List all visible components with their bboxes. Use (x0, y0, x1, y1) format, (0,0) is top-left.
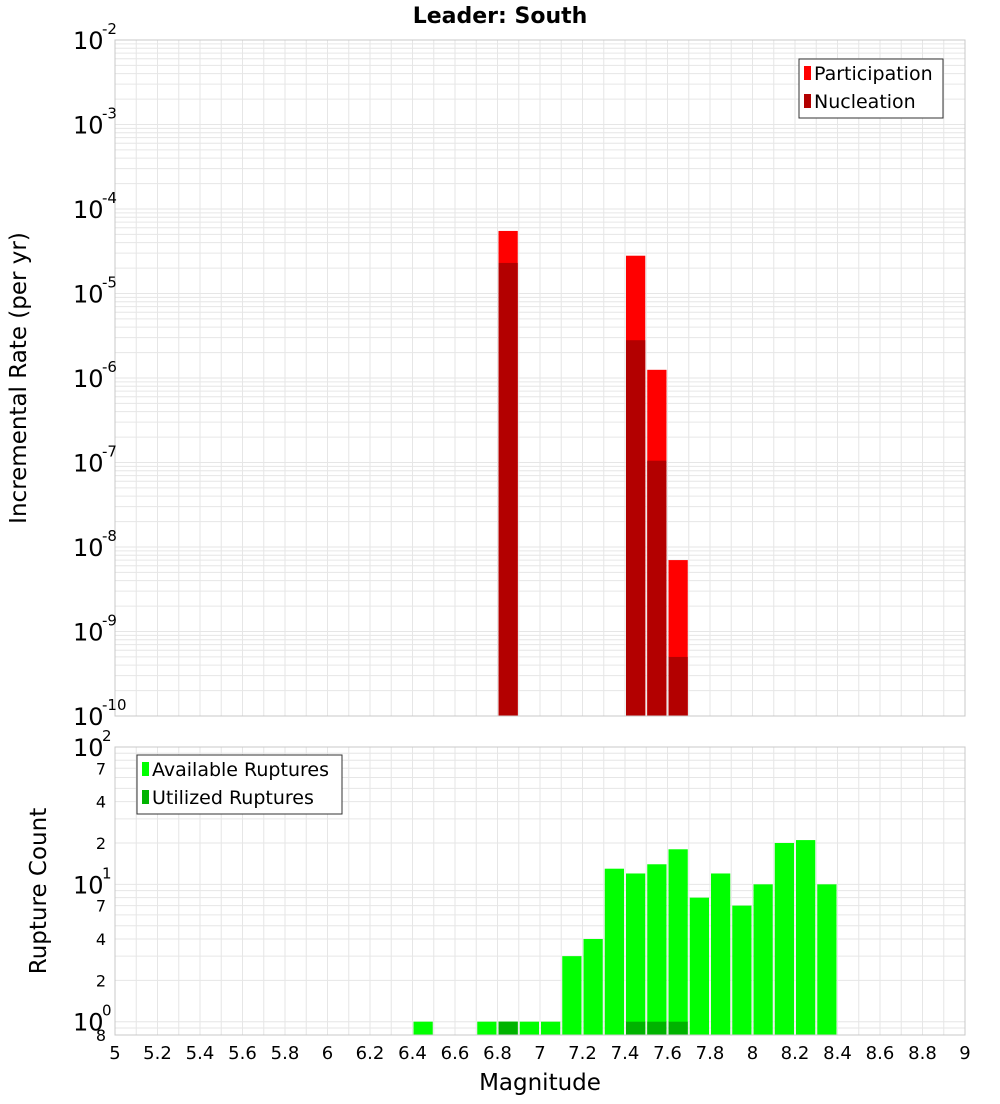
x-tick-label: 5 (109, 1043, 120, 1064)
y-tick-label: 10 (73, 365, 104, 393)
y-tick-label: 10 (73, 27, 104, 55)
y-tick-exponent: 1 (102, 864, 112, 882)
y-tick-exponent: 2 (102, 727, 112, 745)
plot-frame-rates (114, 39, 966, 717)
x-tick-label: 6.2 (356, 1043, 385, 1064)
x-tick-label: 5.8 (271, 1043, 300, 1064)
x-tick-label: 8.8 (908, 1043, 937, 1064)
y-minor-tick-label: 7 (96, 897, 106, 916)
bar-counts-primary (604, 868, 624, 1035)
x-tick-label: 8 (747, 1043, 758, 1064)
legend-swatch (804, 94, 811, 108)
y-tick-exponent: 0 (102, 1002, 112, 1020)
legend-label: Available Ruptures (152, 759, 329, 781)
bar-counts-primary (668, 849, 688, 1035)
bar-counts-primary (647, 864, 667, 1035)
legend-swatch (804, 66, 811, 80)
x-tick-label: 6.4 (398, 1043, 427, 1064)
y-tick-label: 10 (73, 734, 104, 762)
y-tick-label: 10 (73, 450, 104, 478)
y-minor-tick-label: 4 (96, 793, 106, 812)
x-tick-label: 6.6 (441, 1043, 470, 1064)
x-tick-label: 5.6 (228, 1043, 257, 1064)
x-tick-label: 8.6 (866, 1043, 895, 1064)
y-tick-label: 10 (73, 619, 104, 647)
bar-counts-primary (689, 897, 709, 1035)
x-tick-label: 5.4 (186, 1043, 215, 1064)
y-minor-tick-label: 2 (96, 971, 106, 990)
x-tick-label: 7 (534, 1043, 545, 1064)
bar-counts-secondary (626, 1021, 646, 1035)
y-axis-label: Incremental Rate (per yr) (6, 232, 32, 524)
x-tick-label: 7.6 (653, 1043, 682, 1064)
x-tick-label: 7.2 (568, 1043, 597, 1064)
legend-swatch (142, 762, 149, 776)
y-axis-label: Rupture Count (26, 808, 52, 974)
bar-counts-primary (732, 905, 752, 1035)
bar-counts-primary (519, 1021, 539, 1035)
x-tick-label: 9 (959, 1043, 970, 1064)
y-tick-label: 10 (73, 1009, 104, 1037)
y-tick-exponent: -5 (102, 274, 117, 292)
legend-swatch (142, 790, 149, 804)
y-tick-exponent: -6 (102, 358, 117, 376)
bar-counts-secondary (498, 1021, 518, 1035)
y-tick-exponent: -9 (102, 612, 117, 630)
bar-rates-secondary (668, 656, 688, 716)
y-tick-exponent: -10 (102, 696, 127, 714)
y-tick-exponent: -4 (102, 189, 117, 207)
bar-counts-primary (413, 1021, 433, 1035)
bar-counts-primary (477, 1021, 497, 1035)
bar-counts-secondary (668, 1021, 688, 1035)
y-tick-label: 10 (73, 703, 104, 731)
x-tick-label: 7.4 (611, 1043, 640, 1064)
y-tick-exponent: -2 (102, 20, 117, 38)
y-tick-exponent: -7 (102, 443, 117, 461)
bar-rates-secondary (626, 340, 646, 716)
x-tick-label: 6 (322, 1043, 333, 1064)
y-tick-exponent: -3 (102, 105, 117, 123)
y-tick-label: 10 (73, 534, 104, 562)
bar-counts-secondary (647, 1021, 667, 1035)
x-tick-label: 7.8 (696, 1043, 725, 1064)
legend-box (798, 58, 944, 119)
y-minor-tick-label: 2 (96, 834, 106, 853)
x-tick-label: 8.4 (823, 1043, 852, 1064)
y-minor-tick-label: 7 (96, 759, 106, 778)
legend-label: Nucleation (814, 91, 916, 113)
chart-title: Leader: South (413, 4, 588, 29)
y-tick-label: 10 (73, 196, 104, 224)
bar-counts-primary (711, 873, 731, 1035)
y-tick-label: 10 (73, 871, 104, 899)
x-axis-label: Magnitude (479, 1070, 601, 1096)
bar-rates-secondary (498, 262, 518, 716)
y-tick-exponent: -8 (102, 527, 117, 545)
bar-counts-primary (817, 884, 837, 1035)
bar-counts-primary (626, 873, 646, 1035)
legend-label: Utilized Ruptures (152, 787, 314, 809)
y-minor-tick-label: 8 (96, 1026, 106, 1045)
x-tick-label: 8.2 (781, 1043, 810, 1064)
bar-counts-primary (541, 1021, 561, 1035)
legend-box (136, 754, 343, 815)
bar-counts-primary (562, 956, 582, 1035)
bar-rates-secondary (647, 460, 667, 716)
x-tick-label: 6.8 (483, 1043, 512, 1064)
bar-counts-primary (753, 884, 773, 1035)
bar-counts-primary (583, 939, 603, 1035)
y-tick-label: 10 (73, 112, 104, 140)
y-minor-tick-label: 4 (96, 930, 106, 949)
legend-label: Participation (814, 63, 933, 85)
plot-frame-counts (114, 746, 966, 1036)
bar-counts-primary (796, 840, 816, 1035)
bar-counts-primary (774, 843, 794, 1035)
x-tick-label: 5.2 (143, 1043, 172, 1064)
y-tick-label: 10 (73, 281, 104, 309)
